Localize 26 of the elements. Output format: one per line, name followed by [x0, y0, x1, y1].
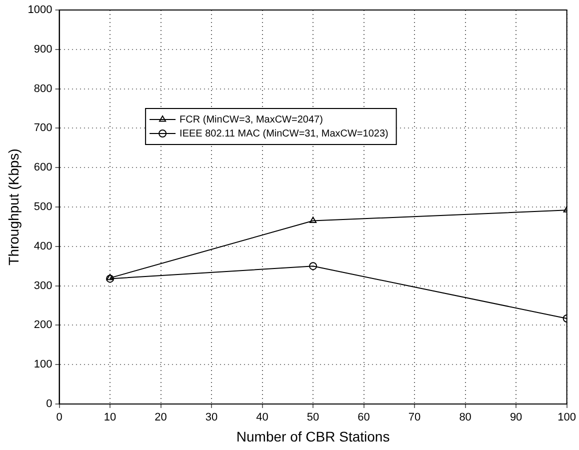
y-tick-label: 800: [34, 82, 52, 95]
y-tick-label: 200: [34, 319, 52, 332]
x-tick-label: 20: [154, 412, 167, 424]
x-tick-label: 80: [459, 412, 472, 424]
y-tick-label: 600: [34, 162, 52, 174]
y-tick-label: 400: [34, 240, 52, 252]
y-tick-label: 1000: [28, 4, 52, 16]
y-tick-label: 900: [34, 43, 52, 56]
x-tick-label: 0: [56, 412, 62, 424]
y-tick-label: 500: [34, 201, 52, 214]
x-tick-label: 10: [104, 412, 116, 424]
y-axis-title: Throughput (Kbps): [5, 148, 22, 266]
x-tick-label: 100: [558, 412, 576, 424]
legend-label: IEEE 802.11 MAC (MinCW=31, MaxCW=1023): [180, 128, 388, 140]
x-tick-label: 70: [408, 412, 421, 424]
x-tick-label: 60: [358, 412, 370, 424]
legend-label: FCR (MinCW=3, MaxCW=2047): [180, 114, 323, 126]
x-tick-label: 90: [510, 412, 522, 424]
x-tick-label: 40: [256, 412, 268, 424]
y-tick-label: 0: [46, 398, 52, 410]
x-axis-title: Number of CBR Stations: [236, 428, 390, 444]
x-tick-label: 50: [306, 412, 320, 424]
y-tick-label: 700: [34, 122, 52, 134]
y-tick-label: 100: [34, 358, 52, 371]
y-tick-label: 300: [34, 280, 52, 292]
x-tick-label: 30: [205, 412, 218, 424]
